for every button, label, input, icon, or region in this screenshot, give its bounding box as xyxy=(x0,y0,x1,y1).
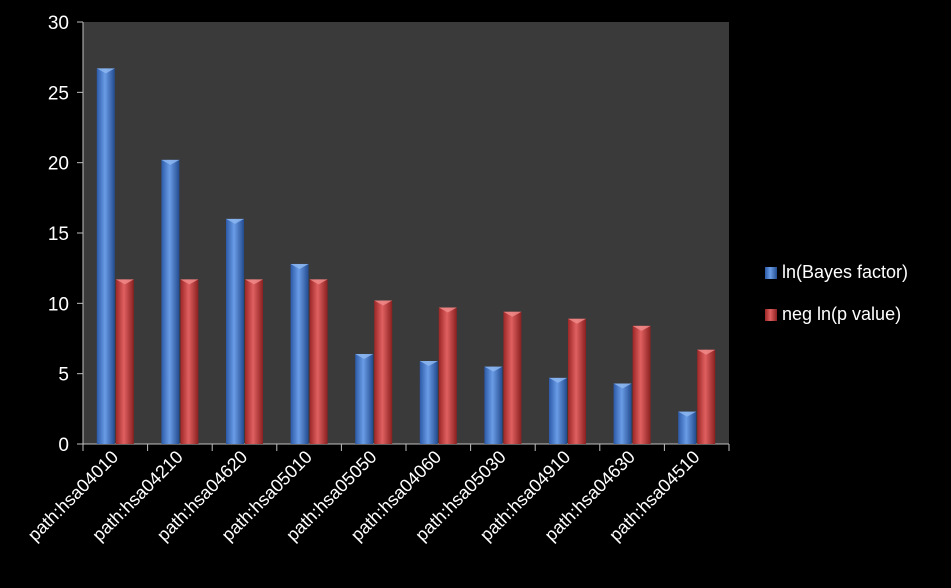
bar xyxy=(419,361,438,444)
legend-label: neg ln(p value) xyxy=(782,304,901,324)
bar-top-highlight xyxy=(96,68,115,74)
bar-top-highlight xyxy=(226,218,244,224)
bar-top-highlight xyxy=(697,349,716,355)
bar xyxy=(245,279,263,444)
bar-top-highlight xyxy=(568,318,586,324)
y-tick-label: 5 xyxy=(58,365,69,386)
bar-top-highlight xyxy=(678,411,697,417)
bar-top-highlight xyxy=(355,353,374,359)
y-tick-label: 30 xyxy=(48,13,69,34)
bar-top-highlight xyxy=(503,311,522,317)
legend-swatch xyxy=(765,267,777,279)
bar xyxy=(438,307,457,444)
bar-top-highlight xyxy=(374,300,393,306)
bar xyxy=(632,325,651,444)
bar xyxy=(678,411,697,444)
bar-top-highlight xyxy=(419,361,438,367)
y-axis: 0 5 10 15 20 25 30 xyxy=(48,13,84,456)
x-axis: path:hsa04010path:hsa04210path:hsa04620p… xyxy=(24,443,730,545)
bar xyxy=(309,279,328,444)
bar xyxy=(180,279,199,444)
bars xyxy=(96,68,716,445)
bar-top-highlight xyxy=(309,279,328,285)
bar xyxy=(549,377,567,444)
bar xyxy=(355,353,374,444)
bar-top-highlight xyxy=(290,263,309,269)
bar xyxy=(503,311,522,444)
legend-swatch xyxy=(765,309,777,321)
bar-top-highlight xyxy=(245,279,263,285)
bar xyxy=(161,159,180,444)
bar-top-highlight xyxy=(484,366,503,372)
y-tick-label: 20 xyxy=(48,154,69,175)
legend-label: ln(Bayes factor) xyxy=(782,262,908,282)
bar xyxy=(226,218,244,444)
bar-top-highlight xyxy=(115,279,134,285)
y-tick-label: 25 xyxy=(48,83,69,104)
bar xyxy=(484,366,503,444)
y-tick-label: 15 xyxy=(48,224,69,245)
bar xyxy=(697,349,716,444)
bar xyxy=(290,263,309,444)
bar xyxy=(115,279,134,444)
bar-top-highlight xyxy=(161,159,180,165)
bar xyxy=(374,300,393,444)
bar-top-highlight xyxy=(549,377,567,383)
legend: ln(Bayes factor) neg ln(p value) xyxy=(765,262,908,324)
bar-top-highlight xyxy=(180,279,199,285)
bar xyxy=(96,68,115,445)
bar xyxy=(613,383,632,444)
bar xyxy=(568,318,586,444)
y-tick-label: 0 xyxy=(58,435,69,456)
bar-top-highlight xyxy=(438,307,457,313)
plot-area xyxy=(83,22,729,444)
bar-top-highlight xyxy=(613,383,632,389)
bar-top-highlight xyxy=(632,325,651,331)
y-tick-label: 10 xyxy=(48,294,69,315)
